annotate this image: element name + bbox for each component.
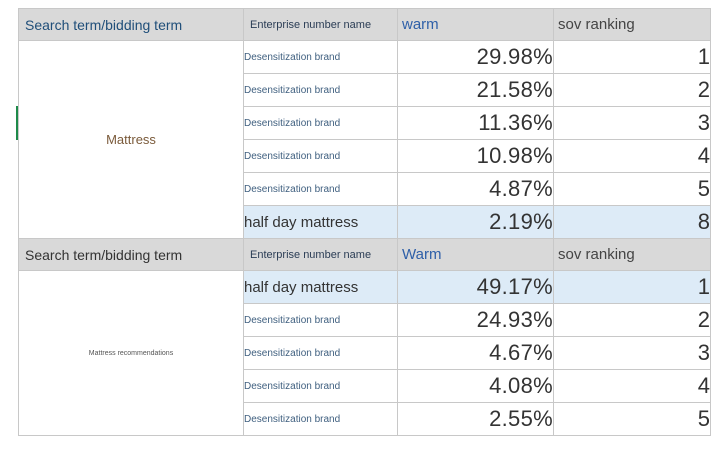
rank-cell[interactable]: 2 (553, 303, 711, 337)
spreadsheet-table: Search term/bidding term Enterprise numb… (18, 8, 711, 436)
brand-cell[interactable]: Desensitization brand (243, 73, 398, 107)
warm-cell[interactable]: 10.98% (397, 139, 554, 173)
header-search-term[interactable]: Search term/bidding term (18, 8, 244, 41)
table-row: Desensitization brand 4.08% 4 (19, 369, 711, 403)
brand-cell[interactable]: half day mattress (243, 205, 398, 239)
warm-cell[interactable]: 49.17% (397, 270, 554, 304)
table-row-highlighted: half day mattress 2.19% 8 (19, 205, 711, 239)
rank-cell[interactable]: 4 (553, 139, 711, 173)
rank-cell[interactable]: 4 (553, 369, 711, 403)
brand-cell[interactable]: Desensitization brand (243, 369, 398, 403)
brand-cell[interactable]: Desensitization brand (243, 303, 398, 337)
rank-cell[interactable]: 3 (553, 106, 711, 140)
header-row: Search term/bidding term Enterprise numb… (18, 238, 711, 271)
rank-cell[interactable]: 3 (553, 336, 711, 370)
header-sov-ranking[interactable]: sov ranking (553, 238, 711, 271)
active-row-marker (16, 106, 18, 140)
rank-cell[interactable]: 5 (553, 172, 711, 206)
table-row: Desensitization brand 10.98% 4 (19, 139, 711, 173)
brand-cell[interactable]: half day mattress (243, 270, 398, 304)
rank-cell[interactable]: 1 (553, 270, 711, 304)
warm-cell[interactable]: 2.19% (397, 205, 554, 239)
header-warm[interactable]: Warm (397, 238, 554, 271)
search-term-cell[interactable]: Mattress (18, 40, 244, 239)
header-enterprise-name[interactable]: Enterprise number name (243, 238, 398, 271)
brand-cell[interactable]: Desensitization brand (243, 336, 398, 370)
brand-cell[interactable]: Desensitization brand (243, 402, 398, 436)
search-term-cell[interactable]: Mattress recommendations (18, 270, 244, 436)
header-warm[interactable]: warm (397, 8, 554, 41)
table-row: Desensitization brand 4.87% 5 (19, 172, 711, 206)
right-margin (710, 0, 728, 459)
header-enterprise-name[interactable]: Enterprise number name (243, 8, 398, 41)
warm-cell[interactable]: 4.08% (397, 369, 554, 403)
header-search-term[interactable]: Search term/bidding term (18, 238, 244, 271)
header-row: Search term/bidding term Enterprise numb… (18, 8, 711, 41)
brand-cell[interactable]: Desensitization brand (243, 106, 398, 140)
table-row: Desensitization brand 21.58% 2 (19, 73, 711, 107)
rank-cell[interactable]: 5 (553, 402, 711, 436)
table-row: Desensitization brand 2.55% 5 (19, 402, 711, 436)
table-row: Desensitization brand 11.36% 3 (19, 106, 711, 140)
brand-cell[interactable]: Desensitization brand (243, 172, 398, 206)
header-sov-ranking[interactable]: sov ranking (553, 8, 711, 41)
warm-cell[interactable]: 29.98% (397, 40, 554, 74)
rank-cell[interactable]: 2 (553, 73, 711, 107)
warm-cell[interactable]: 21.58% (397, 73, 554, 107)
table-row: Mattress Desensitization brand 29.98% 1 (18, 40, 711, 239)
warm-cell[interactable]: 2.55% (397, 402, 554, 436)
table-row-highlighted: Mattress recommendations half day mattre… (18, 270, 711, 436)
left-margin (0, 0, 18, 459)
brand-cell[interactable]: Desensitization brand (243, 40, 398, 74)
rank-cell[interactable]: 8 (553, 205, 711, 239)
brand-cell[interactable]: Desensitization brand (243, 139, 398, 173)
warm-cell[interactable]: 4.87% (397, 172, 554, 206)
rank-cell[interactable]: 1 (553, 40, 711, 74)
warm-cell[interactable]: 11.36% (397, 106, 554, 140)
warm-cell[interactable]: 4.67% (397, 336, 554, 370)
warm-cell[interactable]: 24.93% (397, 303, 554, 337)
